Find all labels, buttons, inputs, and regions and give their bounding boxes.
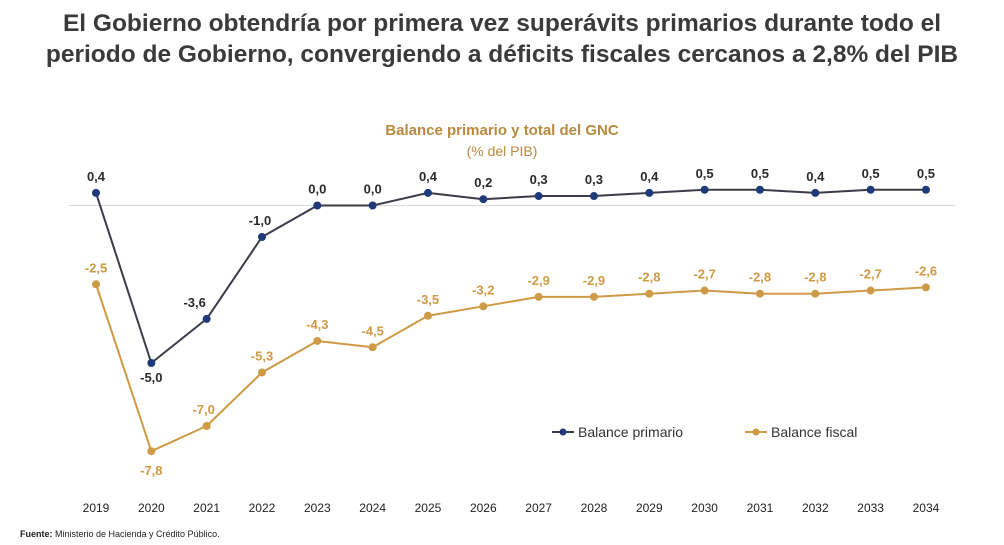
x-tick-label: 2019 xyxy=(83,501,110,515)
data-label-primario: 0,4 xyxy=(806,169,825,184)
data-label-fiscal: -3,2 xyxy=(472,282,494,297)
series-line-fiscal xyxy=(95,283,927,453)
x-tick-label: 2020 xyxy=(138,501,165,515)
data-point-fiscal xyxy=(866,286,875,295)
data-label-fiscal: -2,9 xyxy=(583,273,605,288)
data-point-primario xyxy=(811,188,820,197)
data-label-primario: 0,0 xyxy=(308,182,326,197)
data-label-fiscal: -4,5 xyxy=(361,323,383,338)
data-point-primario xyxy=(479,195,488,204)
data-point-primario xyxy=(645,188,654,197)
data-label-primario: 0,3 xyxy=(530,172,548,187)
x-tick-label: 2031 xyxy=(747,501,774,515)
data-label-primario: 0,3 xyxy=(585,172,603,187)
data-label-fiscal: -7,8 xyxy=(140,463,162,478)
data-label-primario: 0,5 xyxy=(696,166,714,181)
data-point-fiscal xyxy=(202,422,211,430)
data-point-primario xyxy=(147,359,156,367)
chart-subtitle: (% del PIB) xyxy=(466,143,538,159)
data-point-fiscal xyxy=(700,286,709,295)
data-point-primario xyxy=(313,201,322,210)
data-point-fiscal xyxy=(257,368,266,377)
source-note: Fuente: Ministerio de Hacienda y Crédito… xyxy=(20,529,220,539)
data-label-primario: 0,2 xyxy=(474,175,492,190)
data-label-fiscal: -2,7 xyxy=(693,267,715,282)
source-label: Fuente: xyxy=(20,529,53,539)
legend-item-balance-primario: Balance primario xyxy=(552,424,683,440)
data-label-fiscal: -2,9 xyxy=(527,273,549,288)
legend-label-primario: Balance primario xyxy=(578,424,684,440)
x-tick-label: 2033 xyxy=(857,501,884,515)
data-point-fiscal xyxy=(921,283,930,292)
x-tick-label: 2034 xyxy=(913,501,940,515)
data-point-primario xyxy=(534,192,543,201)
x-tick-label: 2025 xyxy=(415,501,442,515)
data-label-fiscal: -3,5 xyxy=(417,292,439,307)
data-label-fiscal: -2,7 xyxy=(859,267,881,282)
source-text: Ministerio de Hacienda y Crédito Público… xyxy=(52,529,220,539)
data-label-fiscal: -2,5 xyxy=(85,260,107,275)
data-point-fiscal xyxy=(755,289,764,298)
data-point-primario xyxy=(202,314,211,323)
x-tick-label: 2028 xyxy=(581,501,608,515)
data-point-primario xyxy=(589,192,598,201)
data-point-primario xyxy=(921,185,930,194)
headline: El Gobierno obtendría por primera vez su… xyxy=(0,8,1004,70)
data-label-primario: 0,5 xyxy=(862,166,880,181)
data-point-primario xyxy=(700,185,709,194)
data-label-primario: 0,4 xyxy=(419,169,438,184)
data-point-fiscal xyxy=(423,311,432,320)
data-label-primario: 0,0 xyxy=(364,182,382,197)
x-tick-label: 2032 xyxy=(802,501,829,515)
data-point-primario xyxy=(368,201,377,210)
x-tick-label: 2026 xyxy=(470,501,497,515)
headline-line-1: El Gobierno obtendría por primera vez su… xyxy=(62,10,942,37)
legend-item-balance-fiscal: Balance fiscal xyxy=(745,424,857,440)
data-label-primario: -5,0 xyxy=(140,370,162,385)
data-label-fiscal: -4,3 xyxy=(306,317,328,332)
data-label-fiscal: -2,8 xyxy=(638,270,660,285)
headline-line-2: periodo de Gobierno, convergiendo a défi… xyxy=(45,41,959,68)
data-label-fiscal: -2,8 xyxy=(804,270,826,285)
data-label-primario: 0,5 xyxy=(917,166,935,181)
data-point-fiscal xyxy=(645,289,654,298)
data-point-primario xyxy=(92,188,100,197)
data-point-primario xyxy=(866,185,875,194)
data-point-primario xyxy=(755,185,764,194)
x-tick-label: 2024 xyxy=(359,501,386,515)
data-label-primario: 0,4 xyxy=(87,169,106,184)
data-label-fiscal: -7,0 xyxy=(192,402,214,417)
data-point-fiscal xyxy=(368,343,377,352)
data-label-fiscal: -2,6 xyxy=(915,263,937,278)
data-label-primario: -1,0 xyxy=(249,213,271,228)
x-tick-label: 2023 xyxy=(304,501,331,515)
x-tick-label: 2027 xyxy=(525,501,552,515)
data-point-fiscal xyxy=(589,292,598,301)
x-tick-label: 2029 xyxy=(636,501,663,515)
data-label-fiscal: -2,8 xyxy=(749,270,771,285)
data-point-primario xyxy=(257,233,266,241)
data-point-fiscal xyxy=(313,336,322,345)
legend-marker-fiscal xyxy=(745,428,767,436)
data-label-primario: -3,6 xyxy=(183,295,205,310)
data-point-fiscal xyxy=(479,302,488,311)
data-point-fiscal xyxy=(811,289,820,298)
x-tick-label: 2030 xyxy=(691,501,718,515)
legend-label-fiscal: Balance fiscal xyxy=(771,424,858,440)
legend-marker-primario xyxy=(552,428,574,436)
chart-title: Balance primario y total del GNC xyxy=(385,122,619,139)
series-line-primario xyxy=(95,188,926,364)
data-point-fiscal xyxy=(92,280,100,289)
data-point-primario xyxy=(423,188,432,197)
data-label-fiscal: -5,3 xyxy=(251,348,273,363)
data-label-primario: 0,5 xyxy=(751,166,769,181)
x-tick-label: 2021 xyxy=(193,501,220,515)
x-tick-label: 2022 xyxy=(249,501,276,515)
data-label-primario: 0,4 xyxy=(640,169,659,184)
data-point-fiscal xyxy=(147,447,156,456)
data-point-fiscal xyxy=(534,292,543,301)
